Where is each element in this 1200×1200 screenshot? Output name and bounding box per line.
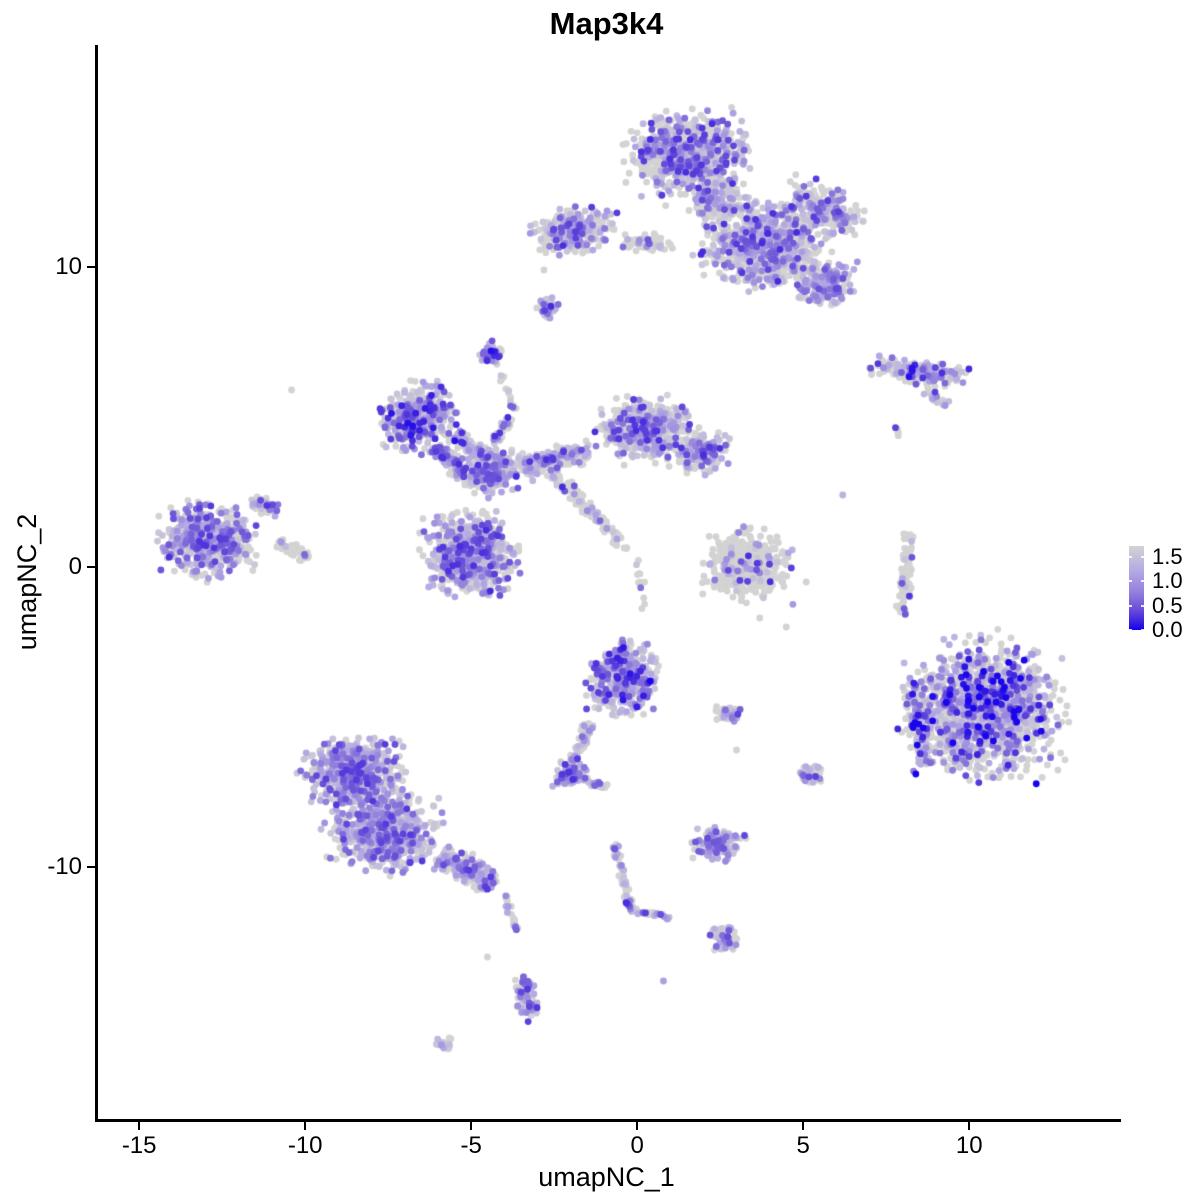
colorbar-tick-mark [1128, 580, 1132, 583]
umap-scatter-canvas [98, 45, 1121, 1119]
colorbar-tick-mark [1141, 604, 1145, 607]
y-tick-mark [87, 865, 95, 869]
y-tick-label: 0 [68, 553, 82, 580]
colorbar-tick-mark [1141, 580, 1145, 583]
y-tick-label: -10 [47, 853, 82, 880]
x-tick-label: -15 [121, 1132, 157, 1159]
x-tick-mark [635, 1122, 639, 1130]
plot-title: Map3k4 [549, 6, 664, 41]
x-tick-label: 10 [955, 1132, 983, 1159]
x-tick-label: -5 [460, 1132, 482, 1159]
colorbar-tick-mark [1128, 604, 1132, 607]
y-tick-mark [87, 265, 95, 269]
x-tick-label: 5 [796, 1132, 810, 1159]
colorbar-tick-mark [1141, 629, 1145, 631]
x-tick-label: 0 [630, 1132, 644, 1159]
x-tick-mark [469, 1122, 473, 1130]
x-tick-mark [137, 1122, 141, 1130]
x-axis-title: umapNC_1 [538, 1162, 675, 1192]
colorbar-tick-label: 1.0 [1152, 568, 1183, 594]
expression-colorbar-legend: 1.5 1.0 0.5 0.0 [1127, 543, 1199, 641]
colorbar-tick-label: 1.5 [1152, 543, 1183, 569]
colorbar-tick-mark [1128, 555, 1132, 558]
colorbar-tick-mark [1128, 629, 1132, 631]
colorbar-tick-label: 0.5 [1152, 592, 1183, 618]
colorbar-tick-mark [1141, 555, 1145, 558]
colorbar-tick-label: 0.0 [1152, 617, 1183, 642]
x-tick-mark [967, 1122, 971, 1130]
x-tick-label: -10 [287, 1132, 323, 1159]
y-tick-label: 10 [55, 253, 82, 280]
x-tick-mark [303, 1122, 307, 1130]
y-tick-mark [87, 565, 95, 569]
y-axis-title: umapNC_2 [12, 513, 42, 651]
x-tick-mark [801, 1122, 805, 1130]
colorbar-gradient [1129, 546, 1144, 630]
plot-panel [95, 45, 1121, 1122]
